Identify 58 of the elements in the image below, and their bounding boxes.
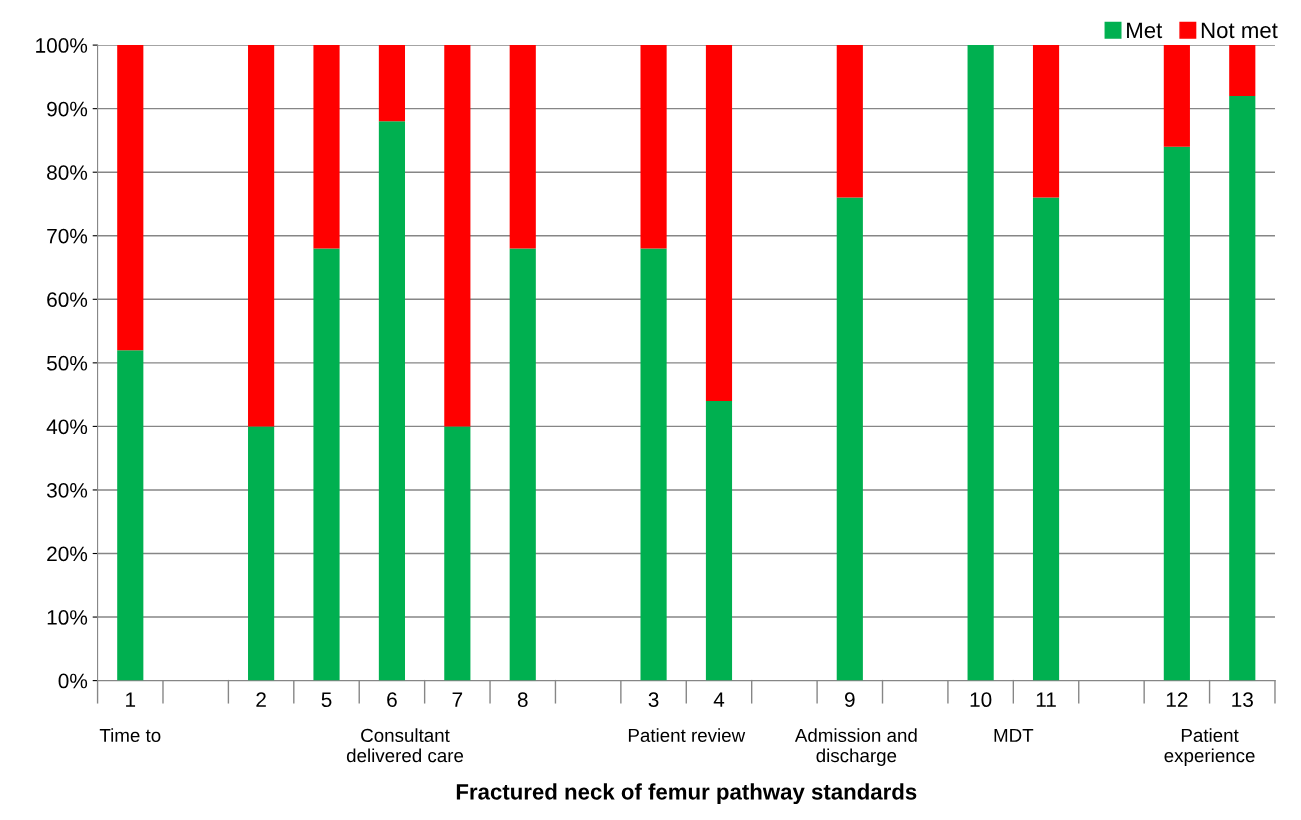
bar [248, 426, 275, 681]
y-tick-label: 60% [47, 292, 88, 308]
x-tick-label: 3 [648, 692, 659, 708]
bar [836, 197, 863, 681]
legend-label: Not met [1201, 22, 1278, 39]
bar [378, 45, 406, 122]
x-tick-label: 2 [256, 692, 266, 707]
y-tick-label: 0% [58, 673, 88, 689]
x-tick-label: 7 [452, 692, 463, 707]
x-tick-label: 1 [126, 692, 136, 707]
y-tick-label: 100% [36, 38, 88, 53]
x-tick-label: 8 [517, 692, 528, 708]
bar [640, 248, 667, 681]
x-tick-label: 13 [1232, 692, 1253, 708]
bar [1163, 45, 1190, 147]
x-tick-label: 9 [844, 692, 855, 708]
bar [509, 45, 536, 249]
text: Patient review [628, 728, 746, 743]
bar [1229, 45, 1256, 96]
y-tick-label: 40% [46, 419, 88, 435]
text: Patient experience [1164, 728, 1255, 766]
y-tick-label: 70% [47, 228, 88, 244]
bar [705, 400, 733, 681]
x-tick-label: 10 [970, 692, 992, 708]
bar [1032, 45, 1060, 198]
bar [444, 426, 471, 681]
bar [1163, 146, 1190, 681]
bar [967, 45, 994, 681]
bar [378, 121, 406, 681]
bar [836, 45, 863, 198]
x-tick-label: 6 [387, 692, 397, 708]
bar [313, 248, 340, 681]
bar [444, 45, 471, 427]
bar [117, 45, 144, 351]
bar [117, 350, 144, 681]
x-tick-label: 11 [1036, 692, 1056, 707]
x-axis-title: Fractured neck of femur pathway standards [456, 783, 917, 805]
x-tick-label: 5 [321, 692, 332, 708]
x-tick-label: 12 [1166, 692, 1188, 707]
bar [1229, 95, 1256, 681]
text: Consultant delivered care [346, 728, 464, 763]
legend-label: Met [1127, 22, 1163, 39]
y-tick-label: 50% [46, 355, 88, 371]
text: Time to [99, 728, 161, 743]
bar [509, 248, 536, 681]
bar [248, 45, 275, 427]
y-tick-label: 90% [47, 101, 88, 117]
y-tick-label: 30% [46, 482, 88, 498]
x-tick-label: 4 [713, 692, 725, 707]
bar [640, 45, 667, 249]
y-tick-label: 20% [47, 546, 88, 562]
y-tick-label: 80% [47, 165, 88, 180]
text: Admission and discharge [794, 728, 917, 766]
bar [705, 45, 733, 401]
text: MDT [994, 728, 1034, 742]
y-tick-label: 10% [47, 610, 88, 625]
bar [1032, 197, 1060, 681]
bar [313, 45, 340, 249]
